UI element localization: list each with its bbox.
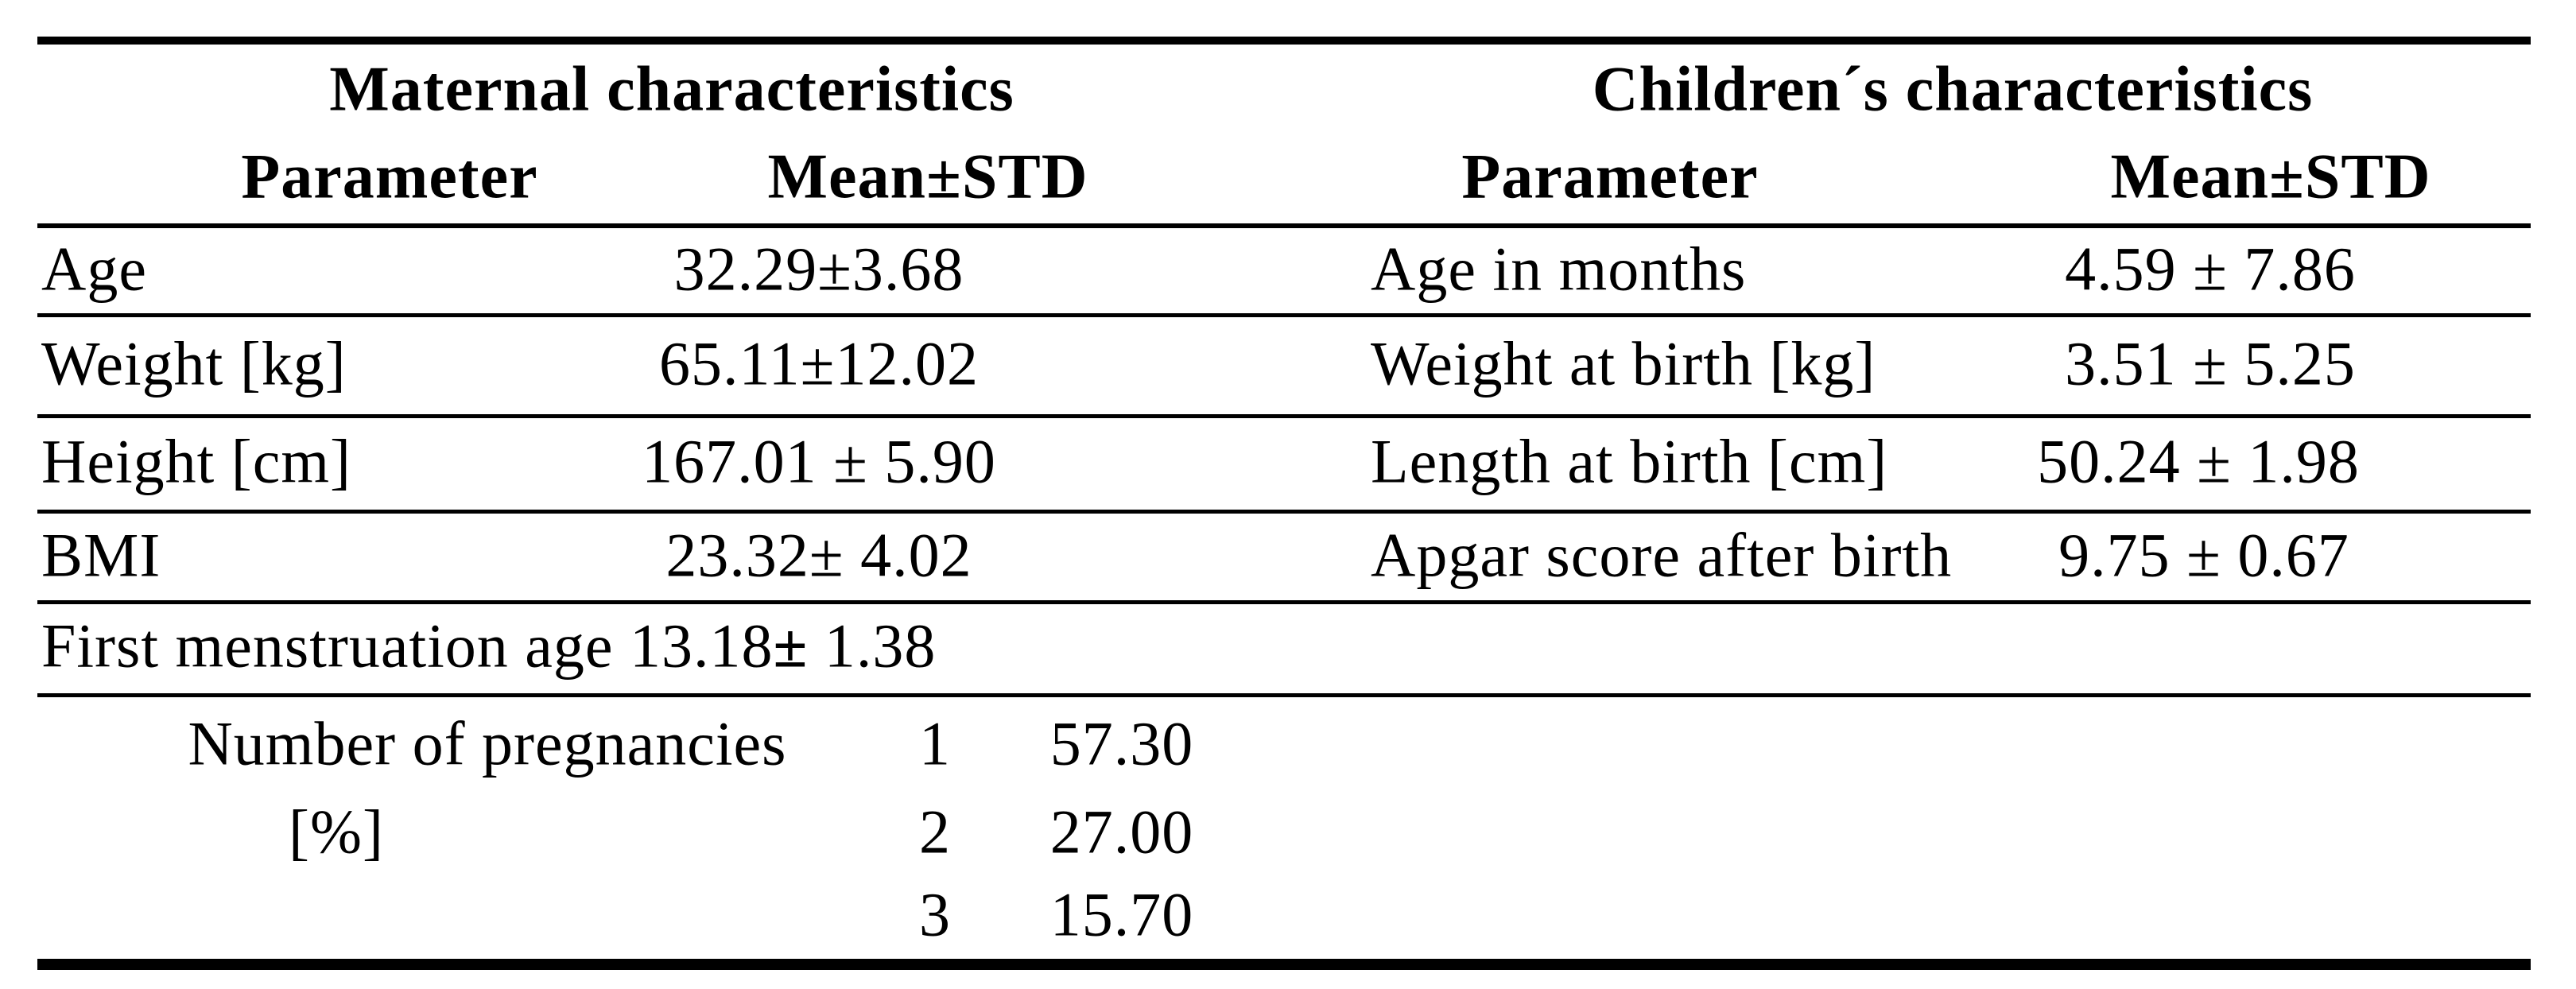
left-table-title: Maternal characteristics: [329, 54, 1014, 125]
header-divider: [37, 223, 2531, 228]
table-top-border: [37, 37, 2531, 45]
value-cell-apgar-score: 9.75 ± 0.67: [2058, 520, 2349, 590]
param-cell-age: Age: [41, 234, 147, 304]
right-column-header-mean-std: Mean±STD: [2110, 142, 2431, 212]
row-divider-2: [37, 414, 2531, 418]
table-row-first-menstruation: First menstruation age 13.18± 1.38: [41, 615, 936, 677]
value-sd: 1.38: [808, 611, 937, 681]
param-cell-bmi: BMI: [41, 520, 161, 590]
param-cell-apgar-score: Apgar score after birth: [1371, 520, 1953, 590]
right-column-header-parameter: Parameter: [1461, 142, 1759, 212]
param-cell-height: Height [cm]: [41, 426, 352, 496]
value-cell-weight: 65.11±12.02: [659, 328, 979, 398]
value-cell-age-in-months: 4.59 ± 7.86: [2065, 234, 2356, 304]
row-divider-3: [37, 510, 2531, 514]
pregnancies-count-3: 3: [919, 879, 951, 949]
pregnancies-label: Number of pregnancies: [188, 708, 787, 778]
pregnancies-count-2: 2: [919, 797, 951, 867]
param-cell-weight-at-birth: Weight at birth [kg]: [1371, 328, 1876, 398]
pregnancies-percent-3: 15.70: [1049, 879, 1194, 949]
pregnancies-percent-2: 27.00: [1049, 797, 1194, 867]
right-table-title: Children´s characteristics: [1592, 54, 2314, 125]
pregnancies-percent-1: 57.30: [1049, 708, 1194, 778]
value-mean: 13.18: [630, 611, 774, 681]
plus-minus-bold: ±: [773, 611, 809, 681]
left-column-header-parameter: Parameter: [241, 142, 538, 212]
param-cell-first-menstruation: First menstruation age: [41, 611, 614, 681]
value-cell-bmi: 23.32± 4.02: [665, 520, 972, 590]
param-cell-age-in-months: Age in months: [1371, 234, 1747, 304]
value-cell-age: 32.29±3.68: [673, 234, 964, 304]
row-divider-4: [37, 600, 2531, 604]
param-cell-length-at-birth: Length at birth [cm]: [1371, 426, 1888, 496]
left-column-header-mean-std: Mean±STD: [767, 142, 1088, 212]
param-cell-weight: Weight [kg]: [41, 328, 347, 398]
value-cell-height: 167.01 ± 5.90: [642, 426, 996, 496]
pregnancies-unit: [%]: [289, 797, 384, 867]
table-bottom-border: [37, 959, 2531, 970]
value-cell-length-at-birth: 50.24 ± 1.98: [2037, 426, 2360, 496]
row-divider-5: [37, 693, 2531, 697]
pregnancies-count-1: 1: [919, 708, 951, 778]
value-cell-weight-at-birth: 3.51 ± 5.25: [2065, 328, 2356, 398]
row-divider-1: [37, 313, 2531, 317]
